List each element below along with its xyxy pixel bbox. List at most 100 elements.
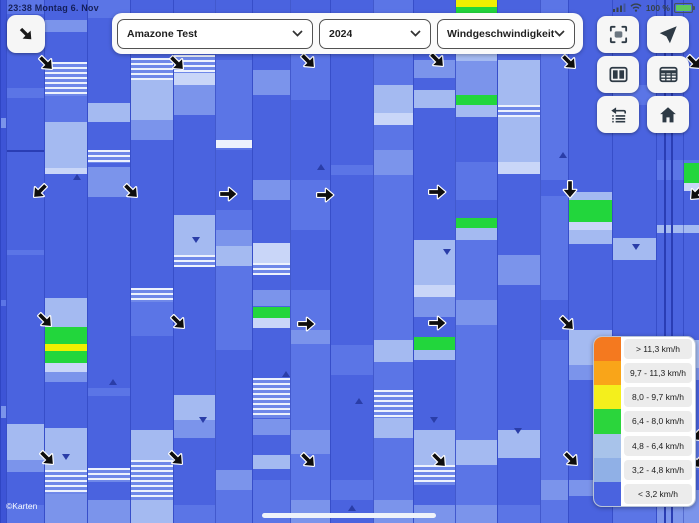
coverage-segment (414, 240, 456, 285)
locate-me-button[interactable] (647, 16, 689, 53)
coverage-segment (331, 345, 374, 375)
layer-select[interactable]: Windgeschwindigkeit (437, 18, 575, 49)
coverage-segment (613, 505, 657, 523)
legend-color-swatch (594, 433, 621, 458)
legend-label: > 11,3 km/h (624, 339, 692, 360)
battery-percent: 100 % (645, 2, 670, 13)
legend-color-swatch (594, 457, 621, 482)
coverage-segment (131, 430, 174, 460)
coverage-segment (131, 288, 174, 302)
coverage-segment (456, 228, 498, 240)
field-strip (0, 0, 7, 523)
direction-arrow-icon (160, 442, 191, 473)
coverage-segment (7, 505, 45, 523)
table-view-button[interactable] (647, 56, 689, 93)
coverage-segment (88, 500, 131, 523)
coverage-segment (456, 61, 498, 95)
coverage-segment (45, 298, 88, 327)
coverage-segment (131, 302, 174, 336)
chevron-down-icon (554, 30, 565, 37)
field-strip (683, 0, 699, 523)
coverage-segment (253, 307, 291, 318)
coverage-segment (414, 297, 456, 317)
field-strip (87, 0, 131, 523)
coverage-segment (374, 390, 414, 418)
coverage-segment (216, 350, 253, 470)
field-strip (252, 0, 291, 523)
legend-label: 6,4 - 8,0 km/h (624, 411, 692, 432)
coverage-segment (45, 168, 88, 174)
coverage-segment (498, 117, 541, 162)
direction-arrow-icon (421, 44, 452, 75)
home-icon (660, 106, 676, 122)
coverage-segment (216, 140, 253, 148)
coverage-segment (1, 406, 7, 418)
coverage-segment (1, 118, 7, 128)
field-strip (215, 0, 253, 523)
legend-label: 4,8 - 6,4 km/h (624, 435, 692, 456)
coverage-segment (456, 300, 498, 325)
legend-row: 9,7 - 11,3 km/h (594, 361, 695, 386)
home-button[interactable] (647, 96, 689, 133)
direction-arrow-icon (426, 312, 448, 334)
field-select[interactable]: Amazone Test (117, 18, 313, 49)
direction-arrow-icon (24, 175, 55, 206)
coverage-segment (684, 183, 699, 191)
wifi-icon (630, 3, 642, 12)
wind-speed-legend: > 11,3 km/h 9,7 - 11,3 km/h 8,0 - 9,7 km/h… (593, 336, 696, 507)
coverage-segment (216, 230, 253, 246)
field-strip (290, 0, 331, 523)
coverage-segment (45, 96, 88, 122)
coverage-segment (216, 246, 253, 266)
coverage-segment (7, 150, 45, 152)
coverage-segment (131, 500, 174, 523)
direction-arrow-icon (30, 47, 61, 78)
coverage-segment (174, 505, 216, 523)
direction-arrow-icon (115, 175, 146, 206)
triangle-down-marker (632, 244, 640, 250)
coverage-segment (174, 73, 216, 85)
coverage-segment (253, 70, 291, 95)
cellular-signal-icon (612, 3, 626, 12)
coverage-segment (253, 243, 291, 263)
triangle-down-marker (514, 428, 522, 434)
field-strip (373, 0, 414, 523)
legend-row: 6,4 - 8,0 km/h (594, 409, 695, 434)
table-view-icon (658, 66, 678, 83)
legend-row: 3,2 - 4,8 km/h (594, 457, 695, 482)
home-indicator[interactable] (262, 513, 436, 518)
field-strip (330, 0, 374, 523)
year-select-value: 2024 (329, 27, 353, 40)
flow-export-icon (610, 107, 626, 123)
coverage-segment (88, 468, 131, 482)
coverage-segment (88, 103, 131, 122)
flows-button[interactable] (597, 96, 639, 133)
coverage-segment (45, 327, 88, 344)
chevron-down-icon (410, 30, 421, 37)
tramline (671, 0, 673, 523)
triangle-down-marker (192, 237, 200, 243)
coverage-segment (45, 344, 88, 351)
coverage-segment (45, 494, 88, 523)
legend-color-swatch (594, 385, 621, 410)
field-strip (44, 0, 88, 523)
coverage-segment (88, 167, 131, 197)
coverage-segment (174, 55, 216, 73)
coverage-segment (374, 500, 414, 523)
direction-arrow-icon (29, 304, 60, 335)
coverage-segment (498, 505, 541, 523)
coverage-segment (374, 150, 414, 175)
triangle-up-marker (559, 152, 567, 158)
triangle-down-marker (430, 417, 438, 423)
center-map-button[interactable] (597, 16, 639, 53)
split-view-button[interactable] (597, 56, 639, 93)
legend-row: > 11,3 km/h (594, 337, 695, 362)
coverage-segment (456, 440, 498, 465)
legend-label: 8,0 - 9,7 km/h (624, 387, 692, 408)
direction-arrow-icon (678, 46, 699, 77)
toolbar: Amazone Test 2024 Windgeschwindigkeit (112, 13, 583, 54)
year-select[interactable]: 2024 (319, 18, 431, 49)
swap-direction-button[interactable] (7, 15, 45, 53)
coverage-segment (131, 58, 174, 80)
coverage-segment (291, 330, 331, 344)
